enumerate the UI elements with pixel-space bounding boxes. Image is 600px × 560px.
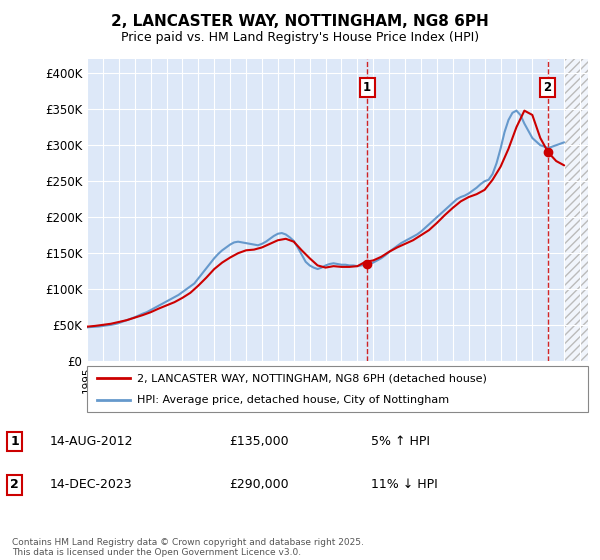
Text: 1: 1: [363, 81, 371, 94]
Text: Price paid vs. HM Land Registry's House Price Index (HPI): Price paid vs. HM Land Registry's House …: [121, 31, 479, 44]
Text: HPI: Average price, detached house, City of Nottingham: HPI: Average price, detached house, City…: [137, 395, 449, 405]
Text: 2, LANCASTER WAY, NOTTINGHAM, NG8 6PH (detached house): 2, LANCASTER WAY, NOTTINGHAM, NG8 6PH (d…: [137, 373, 487, 383]
Text: Contains HM Land Registry data © Crown copyright and database right 2025.
This d: Contains HM Land Registry data © Crown c…: [12, 538, 364, 557]
Text: 14-AUG-2012: 14-AUG-2012: [50, 435, 134, 448]
Text: 2, LANCASTER WAY, NOTTINGHAM, NG8 6PH: 2, LANCASTER WAY, NOTTINGHAM, NG8 6PH: [111, 14, 489, 29]
Text: £135,000: £135,000: [229, 435, 289, 448]
Text: 1: 1: [10, 435, 19, 448]
Text: £290,000: £290,000: [229, 478, 289, 492]
FancyBboxPatch shape: [87, 366, 588, 412]
Text: 2: 2: [544, 81, 551, 94]
Bar: [564, 59, 588, 361]
Text: 11% ↓ HPI: 11% ↓ HPI: [371, 478, 437, 492]
Text: 2: 2: [10, 478, 19, 492]
Text: 14-DEC-2023: 14-DEC-2023: [50, 478, 133, 492]
Text: 5% ↑ HPI: 5% ↑ HPI: [371, 435, 430, 448]
Bar: [564, 59, 588, 361]
